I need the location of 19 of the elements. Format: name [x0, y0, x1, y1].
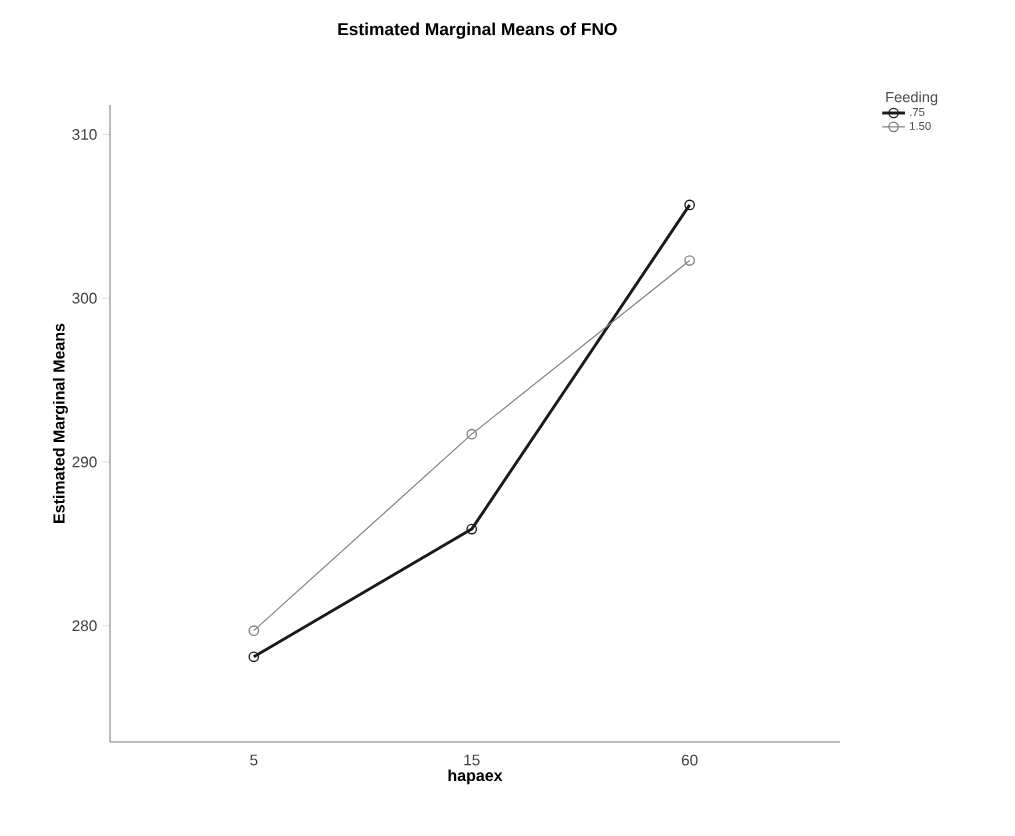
x-tick-label: 15	[464, 754, 480, 766]
y-tick-label: 310	[72, 129, 97, 140]
y-tick-label: 280	[72, 620, 97, 632]
point	[684, 199, 695, 211]
point	[248, 625, 260, 636]
x-tick-label: 5	[250, 754, 258, 766]
point	[466, 428, 478, 440]
legend-label: .75	[910, 108, 925, 117]
legend-title: Feeding	[886, 91, 938, 106]
x-axis-title: hapaex	[448, 769, 503, 785]
point	[466, 523, 478, 535]
x-tick-label: 60	[681, 754, 698, 766]
chart-title: Estimated Marginal Means of FNO	[338, 22, 617, 39]
y-tick-label: 300	[72, 292, 97, 304]
legend-label: 1.50	[909, 121, 931, 130]
point	[248, 651, 260, 663]
point	[684, 255, 695, 266]
y-axis-title: Estimated Marginal Means	[52, 323, 68, 523]
y-tick-label: 290	[72, 456, 97, 468]
